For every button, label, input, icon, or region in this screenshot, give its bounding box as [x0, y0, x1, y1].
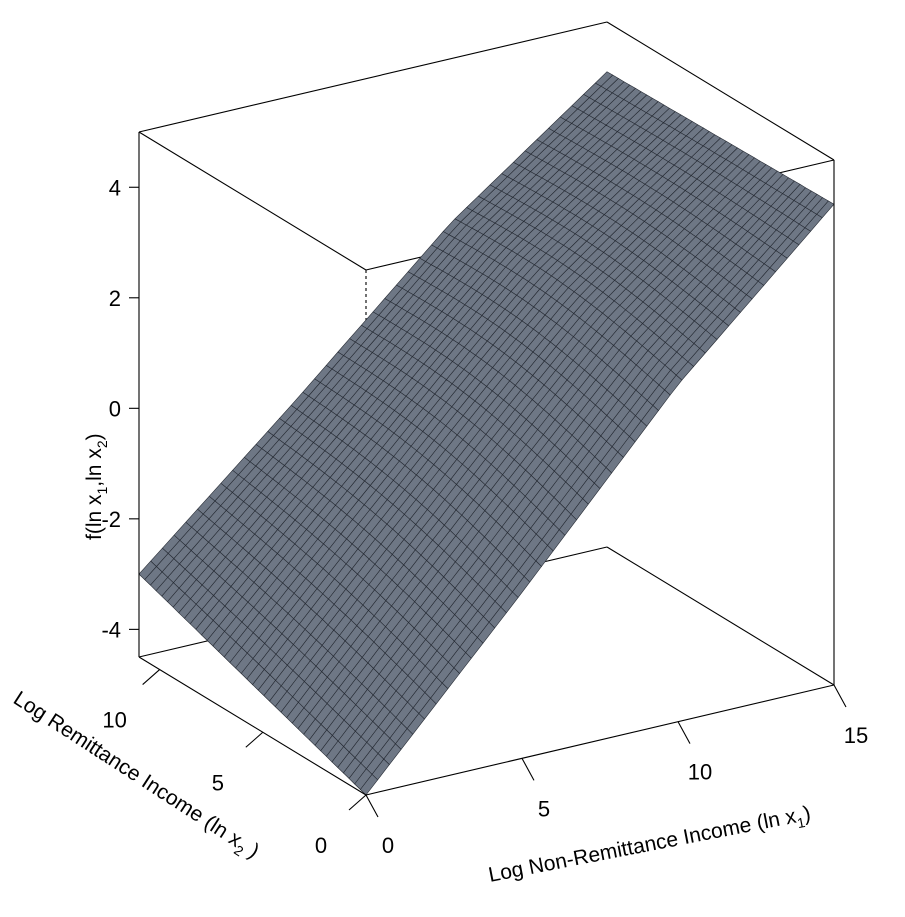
x-tick	[521, 758, 535, 781]
x-tick-label: 5	[538, 796, 550, 821]
z-tick-label: -4	[101, 617, 121, 642]
x-tick-label: 15	[844, 723, 868, 748]
box-edge-top-back-left	[138, 21, 608, 133]
x-tick	[365, 794, 379, 818]
x-tick-label: 10	[688, 760, 712, 785]
surface-mesh	[138, 71, 835, 796]
z-tick-label: 2	[109, 286, 121, 311]
z-tick-label: -2	[101, 507, 121, 532]
x-tick	[833, 684, 847, 708]
surface-facet	[138, 560, 157, 580]
y-tick-label: 0	[315, 833, 327, 858]
z-tick-label: 0	[109, 396, 121, 421]
box-edge-top-back-right	[606, 21, 835, 161]
y-tick	[245, 731, 264, 748]
z-axis-title: f(ln x1,ln x2)	[83, 433, 110, 540]
y-tick-label: 5	[212, 770, 224, 795]
y-tick	[142, 669, 161, 685]
x-tick	[677, 721, 691, 744]
axis-ticks: 4 2 0 -2 -4 0 5 10 15 0 5 10	[101, 175, 868, 858]
box-front-edges	[138, 132, 835, 796]
x-axis-title: Log Non-Remittance Income (ln x1)	[487, 802, 814, 891]
z-tick-label: 4	[109, 175, 121, 200]
y-axis-title: Log Remittance Income (ln x2 )	[7, 687, 263, 866]
y-tick	[348, 794, 367, 811]
y-tick-label: 10	[102, 708, 126, 733]
box-edge-front-bottom-left	[138, 656, 367, 796]
x-tick-label: 0	[382, 833, 394, 858]
box-edge-back-bottom-right	[606, 546, 835, 686]
box-edge-front-bottom-right	[365, 684, 835, 796]
box-edge-top-front-left	[138, 131, 367, 271]
